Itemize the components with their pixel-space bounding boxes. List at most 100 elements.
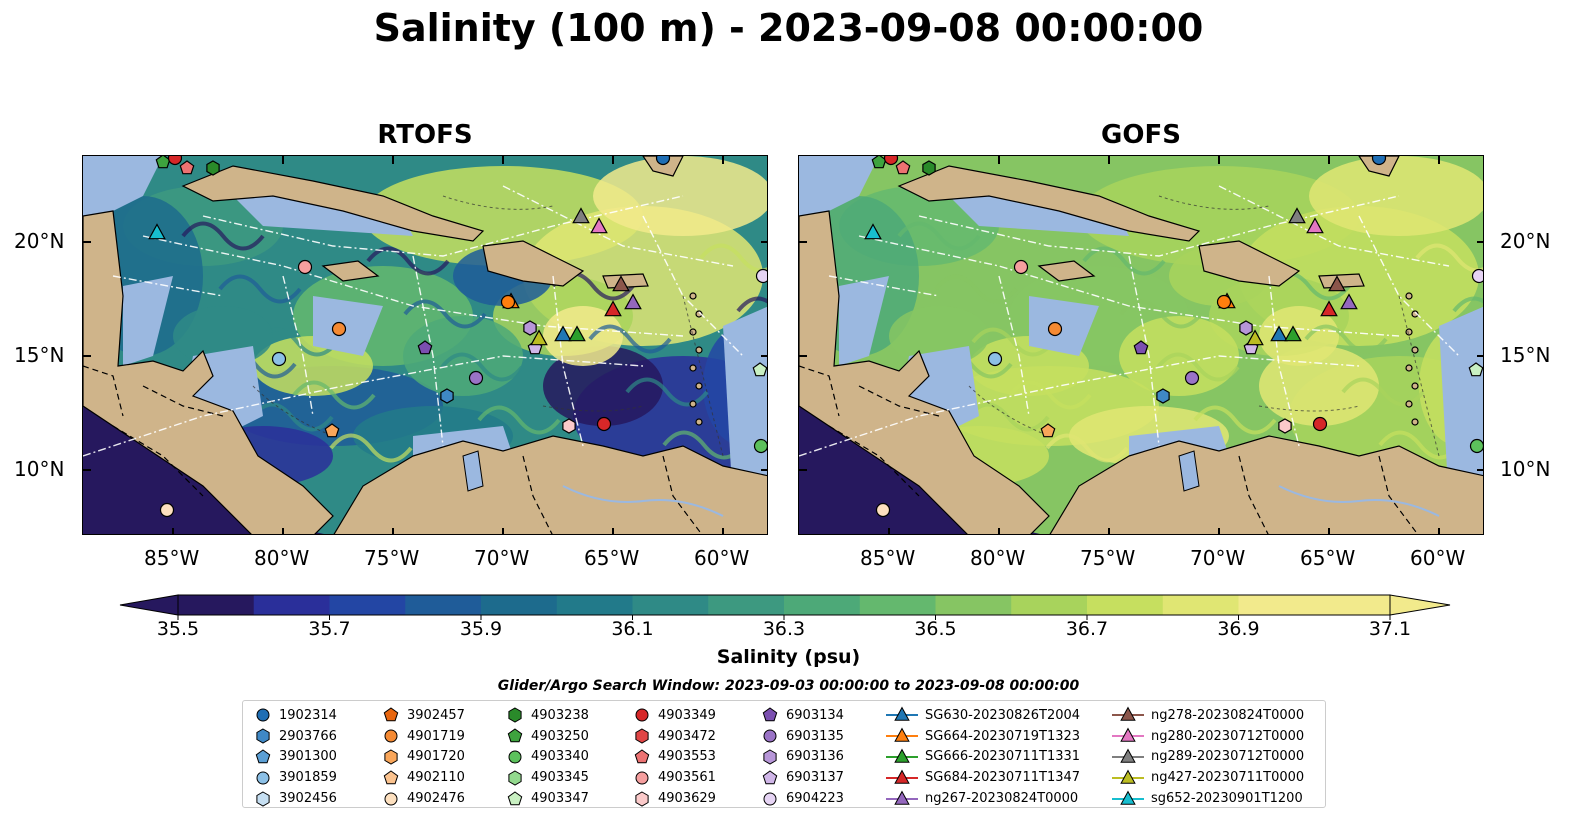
legend-item: 6903135 — [760, 726, 844, 747]
legend-label: 4903349 — [658, 707, 716, 723]
legend-label: 4901720 — [407, 749, 465, 765]
legend-marker-icon — [507, 790, 523, 805]
lat-label-10n-left: 10°N — [14, 457, 65, 481]
legend-marker-icon — [508, 770, 522, 786]
legend-label: 6903134 — [786, 707, 844, 723]
panel-title-gofs: GOFS — [1101, 120, 1181, 150]
gofs-salinity-map — [798, 155, 1484, 535]
legend-label: 4903340 — [531, 749, 589, 765]
legend-item: 4903349 — [632, 705, 716, 726]
legend-item: 6903134 — [760, 705, 844, 726]
lat-label-20n-right: 20°N — [1500, 229, 1551, 253]
legend-marker-icon — [384, 729, 398, 743]
legend-item: 6904223 — [760, 788, 844, 809]
legend-label: ng280-20230712T0000 — [1151, 728, 1305, 744]
lon-label-gofs-2: 75°W — [1080, 546, 1136, 570]
legend-marker-icon — [508, 750, 522, 764]
legend-item: 1902314 — [253, 705, 337, 726]
legend-item: SG684-20230711T1347 — [885, 767, 1080, 788]
legend-marker-icon — [762, 770, 778, 784]
legend-marker-icon — [255, 749, 271, 764]
legend-label: SG666-20230711T1331 — [925, 749, 1081, 765]
legend-item: SG630-20230826T2004 — [885, 705, 1080, 726]
legend-item: SG666-20230711T1331 — [885, 747, 1080, 768]
legend-marker-icon — [1112, 727, 1144, 742]
legend-marker-icon — [1112, 790, 1144, 805]
legend-marker-icon — [763, 749, 777, 765]
colorbar-tick: 36.1 — [611, 618, 654, 640]
legend-item: 3901859 — [253, 767, 337, 788]
legend-label: 4903561 — [658, 770, 716, 786]
legend-marker-icon — [384, 792, 398, 806]
colorbar-tick: 35.9 — [459, 618, 503, 640]
legend-item: 3902456 — [253, 788, 337, 809]
legend-item: 4903561 — [632, 767, 716, 788]
lon-label-rtofs-5: 60°W — [694, 546, 750, 570]
legend-column: 6903134 6903135 6903136 6903137 6904223 — [760, 705, 844, 809]
legend-marker-icon — [1112, 706, 1144, 722]
legend-label: 4903472 — [658, 728, 716, 744]
rtofs-salinity-map — [82, 155, 768, 535]
legend-column: 1902314 2903766 3901300 3901859 3902456 — [253, 705, 337, 809]
legend-item: 4903250 — [505, 726, 589, 747]
legend-label: 2903766 — [279, 728, 337, 744]
legend-marker-icon — [762, 707, 778, 722]
lon-label-gofs-5: 60°W — [1410, 546, 1466, 570]
legend-item: 4902476 — [381, 788, 465, 809]
colorbar-label: Salinity (psu) — [716, 646, 861, 668]
legend-label: 4903345 — [531, 770, 589, 786]
legend-marker-icon — [256, 771, 270, 785]
legend-label: 4902110 — [407, 770, 465, 786]
legend-marker-icon — [763, 792, 777, 806]
legend-marker-icon — [508, 707, 522, 723]
legend-marker-icon — [635, 771, 649, 785]
legend-label: 6904223 — [786, 791, 844, 807]
legend-label: 4901719 — [407, 728, 465, 744]
legend-marker-icon — [886, 748, 918, 763]
legend-marker-icon — [256, 791, 270, 807]
legend-marker-icon — [384, 749, 398, 765]
lat-label-15n-right: 15°N — [1500, 343, 1551, 367]
legend-item: 4903472 — [632, 726, 716, 747]
legend-column: 4903349 4903472 4903553 4903561 4903629 — [632, 705, 716, 809]
legend-marker-icon — [886, 706, 918, 722]
legend-item: 3901300 — [253, 747, 337, 768]
lat-label-20n-left: 20°N — [14, 229, 65, 253]
legend-marker-icon — [256, 728, 270, 744]
lat-label-10n-right: 10°N — [1500, 457, 1551, 481]
legend-item: ng278-20230824T0000 — [1111, 705, 1304, 726]
lon-label-rtofs-3: 70°W — [474, 546, 530, 570]
legend-item: 2903766 — [253, 726, 337, 747]
legend-marker-icon — [507, 728, 523, 743]
legend-label: 4903629 — [658, 791, 716, 807]
figure-title: Salinity (100 m) - 2023-09-08 00:00:00 — [373, 6, 1204, 50]
legend-label: 3902456 — [279, 791, 337, 807]
legend-marker-icon — [635, 791, 649, 807]
legend-marker-icon — [763, 729, 777, 743]
legend-column: 3902457 4901719 4901720 4902110 4902476 — [381, 705, 465, 809]
legend-label: 4903347 — [531, 791, 589, 807]
legend-item: 4903553 — [632, 747, 716, 768]
colorbar-tick: 36.5 — [914, 618, 957, 640]
legend-label: 4902476 — [407, 791, 465, 807]
lon-label-rtofs-2: 75°W — [364, 546, 420, 570]
lat-label-15n-left: 15°N — [14, 343, 65, 367]
legend-label: 3901300 — [279, 749, 337, 765]
legend-marker-icon — [886, 790, 918, 805]
legend-item: 4903629 — [632, 788, 716, 809]
lon-label-rtofs-0: 85°W — [144, 546, 200, 570]
legend-label: 6903135 — [786, 728, 844, 744]
legend-item: 4903345 — [505, 767, 589, 788]
legend-column: 4903238 4903250 4903340 4903345 4903347 — [505, 705, 589, 809]
colorbar-tick: 36.3 — [762, 618, 806, 640]
search-window-text: Glider/Argo Search Window: 2023-09-03 00… — [497, 678, 1080, 694]
legend-item: 4902110 — [381, 767, 465, 788]
legend-marker-icon — [635, 728, 649, 744]
legend-item: 4901720 — [381, 747, 465, 768]
legend-label: SG630-20230826T2004 — [925, 707, 1081, 723]
panel-title-rtofs: RTOFS — [377, 120, 473, 150]
legend-label: ng289-20230712T0000 — [1151, 749, 1305, 765]
legend-label: SG664-20230719T1323 — [925, 728, 1081, 744]
legend-label: 3902457 — [407, 707, 465, 723]
lon-label-gofs-0: 85°W — [860, 546, 916, 570]
